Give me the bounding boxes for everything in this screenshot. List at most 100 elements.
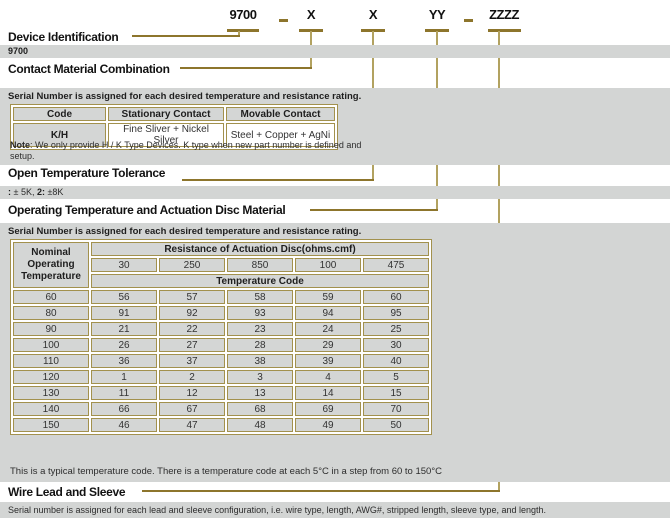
underline-temperature [425, 29, 449, 32]
temperature-code-cell: 40 [363, 354, 429, 368]
contact-stationary-value: Fine Sliver + Nickel Silver [108, 123, 224, 147]
temperature-code-row: 100 26 27 28 29 30 [13, 338, 429, 352]
connector-temperature-hline [310, 209, 438, 211]
temperature-code-cell: 13 [227, 386, 293, 400]
temperature-code-row: 110 36 37 38 39 40 [13, 354, 429, 368]
contact-serial-note: Serial Number is assigned for each desir… [8, 91, 362, 102]
temperature-code-cell: 5 [363, 370, 429, 384]
nominal-temperature-cell: 90 [13, 322, 89, 336]
nominal-temperature-cell: 80 [13, 306, 89, 320]
temperature-code-cell: 49 [295, 418, 361, 432]
temp-corner-header: Nominal Operating Temperature [13, 242, 89, 288]
temperature-code-cell: 3 [227, 370, 293, 384]
underline-contact [299, 29, 323, 32]
temperature-code-cell: 91 [91, 306, 157, 320]
temperature-footnote: This is a typical temperature code. Ther… [10, 466, 442, 477]
contact-movable-value: Steel + Copper + AgNi [226, 123, 335, 147]
temperature-code-table-body: Nominal Operating Temperature Resistance… [13, 242, 429, 432]
corner-line-3: Temperature [21, 271, 81, 282]
tolerance-value: : ± 5K, 2: ±8K [8, 186, 63, 199]
temperature-code-cell: 95 [363, 306, 429, 320]
temperature-code-cell: 14 [295, 386, 361, 400]
temperature-code-cell: 93 [227, 306, 293, 320]
contact-table-data-row: K/H Fine Sliver + Nickel Silver Steel + … [13, 123, 335, 147]
part-number-dash-1 [279, 19, 288, 22]
temperature-code-cell: 92 [159, 306, 225, 320]
resistance-value: 850 [227, 258, 293, 272]
nominal-temperature-cell: 130 [13, 386, 89, 400]
heading-device-identification: Device Identification [8, 30, 119, 44]
contact-note-label: Note [10, 140, 30, 150]
operating-serial-note: Serial Number is assigned for each desir… [8, 226, 362, 237]
temperature-code-cell: 25 [363, 322, 429, 336]
resistance-header: Resistance of Actuation Disc(ohms.cmf) [91, 242, 429, 256]
temperature-code-cell: 2 [159, 370, 225, 384]
temp-table-header-row-1: Nominal Operating Temperature Resistance… [13, 242, 429, 288]
temperature-code-row: 90 21 22 23 24 25 [13, 322, 429, 336]
device-identification-value: 9700 [8, 46, 29, 56]
temperature-code-cell: 24 [295, 322, 361, 336]
temperature-code-row: 120 1 2 3 4 5 [13, 370, 429, 384]
temperature-code-cell: 68 [227, 402, 293, 416]
resistance-value: 100 [295, 258, 361, 272]
temperature-code-cell: 22 [159, 322, 225, 336]
temperature-code-cell: 27 [159, 338, 225, 352]
heading-wire-lead: Wire Lead and Sleeve [8, 485, 126, 499]
contact-material-table: Code Stationary Contact Movable Contact … [10, 104, 338, 150]
temperature-code-header: Temperature Code [91, 274, 429, 288]
contact-header-code: Code [13, 107, 106, 121]
tolerance-value-part: ± 5K, [11, 187, 37, 197]
heading-operating-temperature: Operating Temperature and Actuation Disc… [8, 203, 286, 217]
part-number-device: 9700 [229, 7, 257, 22]
nominal-temperature-cell: 120 [13, 370, 89, 384]
temperature-code-cell: 12 [159, 386, 225, 400]
temperature-code-cell: 26 [91, 338, 157, 352]
part-number-temperature-code: YY [428, 7, 446, 22]
underline-tolerance [361, 29, 385, 32]
temperature-code-cell: 4 [295, 370, 361, 384]
temperature-code-row: 130 11 12 13 14 15 [13, 386, 429, 400]
corner-line-2: Operating [27, 259, 75, 270]
temperature-code-row: 60 56 57 58 59 60 [13, 290, 429, 304]
underline-device [227, 29, 259, 32]
operating-temperature-band: Serial Number is assigned for each desir… [0, 223, 670, 482]
temperature-code-cell: 47 [159, 418, 225, 432]
temperature-code-cell: 28 [227, 338, 293, 352]
nominal-temperature-cell: 140 [13, 402, 89, 416]
temperature-code-row: 140 66 67 68 69 70 [13, 402, 429, 416]
temperature-code-cell: 48 [227, 418, 293, 432]
temperature-code-cell: 94 [295, 306, 361, 320]
tolerance-value-part: ±8K [44, 187, 64, 197]
temperature-code-cell: 38 [227, 354, 293, 368]
temperature-code-table: Nominal Operating Temperature Resistance… [10, 239, 432, 435]
temperature-code-cell: 23 [227, 322, 293, 336]
underline-wire [488, 29, 521, 32]
connector-device-step [238, 31, 240, 37]
temperature-code-cell: 39 [295, 354, 361, 368]
temperature-code-row: 80 91 92 93 94 95 [13, 306, 429, 320]
temperature-code-cell: 57 [159, 290, 225, 304]
connector-contact-hline [180, 67, 312, 69]
connector-tolerance-hline [182, 179, 374, 181]
heading-open-temperature-tolerance: Open Temperature Tolerance [8, 166, 166, 180]
temp-table-header-row-3: Temperature Code [13, 274, 429, 288]
temperature-code-cell: 15 [363, 386, 429, 400]
resistance-value: 475 [363, 258, 429, 272]
wire-lead-note: Serial number is assigned for each lead … [8, 505, 546, 515]
contact-header-movable: Movable Contact [226, 107, 335, 121]
temperature-code-cell: 21 [91, 322, 157, 336]
device-identification-band: 9700 [0, 45, 670, 58]
temp-table-header-row-2: 30 250 850 100 475 [13, 258, 429, 272]
contact-note-body: : We only provide H / K Type Devices. K … [10, 140, 362, 161]
resistance-value: 30 [91, 258, 157, 272]
resistance-value: 250 [159, 258, 225, 272]
part-number-dash-2 [464, 19, 473, 22]
nominal-temperature-cell: 60 [13, 290, 89, 304]
temperature-code-cell: 29 [295, 338, 361, 352]
temperature-code-cell: 60 [363, 290, 429, 304]
temperature-code-cell: 67 [159, 402, 225, 416]
heading-contact-material: Contact Material Combination [8, 62, 170, 76]
contact-table-header-row: Code Stationary Contact Movable Contact [13, 107, 335, 121]
corner-line-1: Nominal [31, 247, 71, 258]
